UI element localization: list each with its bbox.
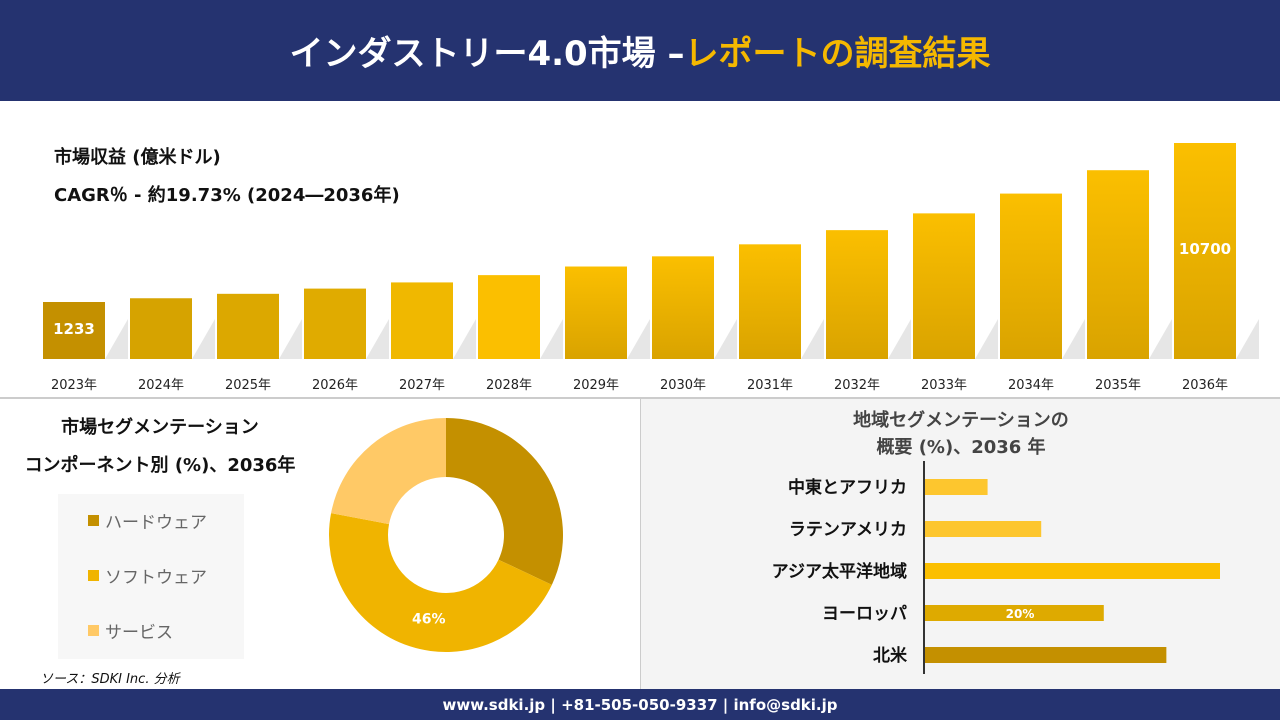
header-banner: インダストリー4.0市場 – レポートの調査結果 (0, 0, 1280, 101)
bar-2028年 (478, 275, 540, 359)
region-bar (925, 605, 1104, 621)
bar-shadow (627, 319, 650, 359)
bar-2034年 (1000, 193, 1062, 359)
bar-shadow (888, 319, 911, 359)
x-tick-label: 2035年 (1095, 378, 1141, 393)
x-tick-label: 2023年 (51, 378, 97, 393)
region-label: ヨーロッパ (822, 604, 907, 624)
bar-2025年 (217, 293, 279, 359)
bar-shadow (714, 319, 737, 359)
bar-shadow (453, 319, 476, 359)
region-segment-panel: 地域セグメンテーションの 概要 (%)、2036 年 中東とアフリカ ラテンアメリ… (640, 397, 1280, 689)
bar-data-label: 10700 (1179, 240, 1231, 258)
bar-shadow (366, 319, 389, 359)
bar-2027年 (391, 282, 453, 359)
bar-data-label: 1233 (53, 320, 95, 338)
region-bar (925, 479, 988, 495)
bar-shadow (1236, 319, 1259, 359)
donut-legend: ハードウェア ソフトウェア サービス (58, 494, 244, 659)
bar-2024年 (130, 298, 192, 359)
legend-label: ハードウェア (105, 513, 207, 533)
x-tick-label: 2030年 (660, 378, 706, 393)
region-title-line1: 地域セグメンテーションの (853, 410, 1069, 431)
bar-shadow (1149, 319, 1172, 359)
x-tick-label: 2033年 (921, 378, 967, 393)
component-segment-panel: 市場セグメンテーション コンポーネント別 (%)、2036年 ハードウェア ソフ… (0, 397, 640, 689)
x-tick-label: 2027年 (399, 378, 445, 393)
revenue-chart-panel: 2023年 1233 2024年 2025年 2026年 2027年 2028年 2029年 2… (0, 101, 1280, 397)
region-label: アジア太平洋地域 (772, 561, 907, 582)
donut-slice-0 (446, 418, 563, 585)
region-bar (925, 647, 1167, 663)
region-label: ラテンアメリカ (789, 520, 907, 540)
bar-shadow (192, 319, 215, 359)
x-tick-label: 2028年 (486, 378, 532, 393)
region-title-line2: 概要 (%)、2036 年 (876, 437, 1046, 458)
region-title: 地域セグメンテーションの 概要 (%)、2036 年 (641, 407, 1280, 461)
x-tick-label: 2036年 (1182, 378, 1228, 393)
bar-2023年 (43, 302, 105, 359)
donut-slice-1 (328, 513, 552, 652)
bar-2036年 (1174, 143, 1236, 359)
bar-2033年 (913, 213, 975, 359)
legend-swatch (88, 515, 99, 526)
region-bar (925, 521, 1042, 537)
legend-item-services: サービス (88, 618, 173, 643)
revenue-title: 市場収益 (億米ドル) (54, 147, 221, 168)
bar-2026年 (304, 288, 366, 359)
title-main: インダストリー4.0市場 – (289, 34, 685, 74)
source-note: ソース：SDKI Inc. 分析 (40, 672, 180, 687)
footer-contact: www.sdki.jp | +81-505-050-9337 | info@sd… (0, 689, 1280, 720)
legend-label: サービス (105, 623, 173, 643)
bar-2031年 (739, 244, 801, 359)
segment-title-line1: 市場セグメンテーション (61, 417, 259, 438)
bar-2029年 (565, 266, 627, 359)
x-tick-label: 2032年 (834, 378, 880, 393)
donut-data-label: 46% (412, 612, 446, 628)
region-data-label: 20% (1006, 607, 1035, 621)
legend-swatch (88, 570, 99, 581)
x-tick-label: 2025年 (225, 378, 271, 393)
x-tick-label: 2031年 (747, 378, 793, 393)
bar-shadow (105, 319, 128, 359)
region-bar (925, 563, 1220, 579)
bar-shadow (1062, 319, 1085, 359)
bar-shadow (279, 319, 302, 359)
bar-shadow (801, 319, 824, 359)
region-label: 北米 (873, 645, 908, 666)
legend-label: ソフトウェア (105, 568, 207, 588)
region-label: 中東とアフリカ (788, 477, 907, 498)
bar-2030年 (652, 256, 714, 359)
x-tick-label: 2029年 (573, 378, 619, 393)
bar-shadow (975, 319, 998, 359)
bar-shadow (540, 319, 563, 359)
bar-2035年 (1087, 170, 1149, 359)
legend-swatch (88, 625, 99, 636)
revenue-bar-chart: 2023年 1233 2024年 2025年 2026年 2027年 2028年 2029年 2… (43, 143, 1259, 393)
title-highlight: レポートの調査結果 (684, 34, 991, 74)
donut-slice-2 (331, 418, 446, 525)
x-tick-label: 2024年 (138, 378, 184, 393)
legend-item-software: ソフトウェア (88, 563, 207, 588)
segment-title-line2: コンポーネント別 (%)、2036年 (24, 455, 296, 476)
bar-2032年 (826, 230, 888, 359)
legend-item-hardware: ハードウェア (88, 508, 207, 533)
cagr-text: CAGR％ - 約19.73% (2024―2036年) (54, 185, 400, 206)
x-tick-label: 2034年 (1008, 378, 1054, 393)
x-tick-label: 2026年 (312, 378, 358, 393)
